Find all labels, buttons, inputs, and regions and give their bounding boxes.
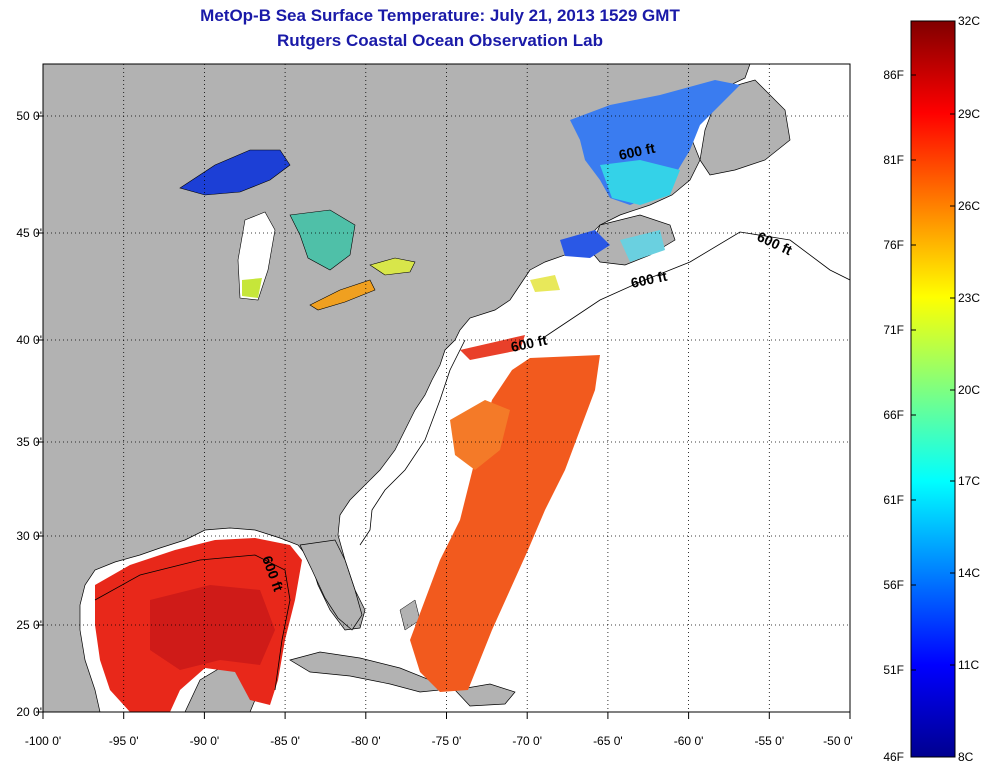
- contour-label-3: 600 ft: [629, 268, 668, 291]
- sst-atlantic-swath: [410, 355, 600, 692]
- map-title: MetOp-B Sea Surface Temperature: July 21…: [200, 6, 680, 25]
- contour-label-4: 600 ft: [509, 332, 548, 355]
- x-tick-label: -80 0': [350, 734, 381, 748]
- x-tick-label: -90 0': [189, 734, 220, 748]
- sst-gulf-of-maine: [530, 275, 560, 292]
- x-tick-label: -55 0': [754, 734, 785, 748]
- colorbar-label-f: 46F: [883, 750, 904, 764]
- x-tick-label: -60 0': [673, 734, 704, 748]
- colorbar-label-f: 76F: [883, 238, 904, 252]
- y-tick-label: 40 0': [16, 333, 42, 347]
- colorbar-label-f: 66F: [883, 408, 904, 422]
- colorbar-label-c: 8C: [958, 750, 974, 764]
- contour-label-1: 600 ft: [617, 140, 656, 163]
- y-tick-label: 50 0': [16, 109, 42, 123]
- contour-600ft-gulf: [94, 554, 291, 691]
- sst-gulf-warm-core: [150, 585, 275, 670]
- lake-huron: [289, 209, 356, 271]
- y-tick-label: 30 0': [16, 529, 42, 543]
- colorbar-label-c: 11C: [958, 658, 980, 672]
- y-tick-label: 25 0': [16, 618, 42, 632]
- colorbar-label-f: 61F: [883, 493, 904, 507]
- x-tick-label: -95 0': [108, 734, 139, 748]
- x-tick-label: -85 0': [270, 734, 300, 748]
- colorbar-label-f: 56F: [883, 578, 904, 592]
- y-tick-label: 35 0': [16, 435, 42, 449]
- land-newfoundland: [699, 79, 791, 176]
- colorbar-label-c: 17C: [958, 474, 981, 488]
- colorbar-label-f: 51F: [883, 663, 904, 677]
- map-subtitle: Rutgers Coastal Ocean Observation Lab: [277, 31, 603, 50]
- y-tick-label: 45 0': [16, 226, 42, 240]
- x-tick-label: -65 0': [593, 734, 623, 748]
- y-tick-label: 20 0': [16, 705, 42, 719]
- sst-bay-of-fundy: [560, 230, 610, 258]
- contour-600ft: [539, 231, 850, 341]
- colorbar-label-c: 14C: [958, 566, 981, 580]
- colorbar-label-c: 23C: [958, 291, 981, 305]
- colorbar-label-f: 71F: [883, 323, 904, 337]
- sst-atlantic-north: [450, 400, 510, 470]
- colorbar-ticks: [911, 20, 955, 671]
- colorbar-label-c: 29C: [958, 107, 981, 121]
- colorbar-label-c: 26C: [958, 199, 981, 213]
- colorbar-label-f: 81F: [883, 153, 904, 167]
- sst-nova-scotia-shelf: [620, 230, 665, 262]
- lake-michigan-sst: [242, 278, 262, 298]
- axis-ticks: [36, 115, 851, 719]
- lake-michigan: [237, 211, 276, 301]
- colorbar-label-f: 86F: [883, 68, 904, 82]
- x-tick-label: -100 0': [24, 734, 62, 748]
- land-north-america: [43, 64, 751, 712]
- lake-erie: [309, 279, 376, 311]
- x-tick-label: -50 0': [823, 734, 853, 748]
- x-tick-label: -70 0': [512, 734, 543, 748]
- colorbar-label-c: 20C: [958, 383, 981, 397]
- colorbar: [910, 20, 956, 758]
- colorbar-label-c: 32C: [958, 14, 981, 28]
- lake-ontario: [369, 257, 416, 276]
- land-florida: [299, 539, 363, 631]
- lake-superior: [179, 149, 291, 196]
- x-tick-label: -75 0': [431, 734, 462, 748]
- sst-gulf-stream: [460, 335, 525, 360]
- land-hispaniola: [454, 683, 516, 707]
- graticule: [43, 64, 850, 712]
- sst-st-lawrence-cyan: [600, 160, 680, 205]
